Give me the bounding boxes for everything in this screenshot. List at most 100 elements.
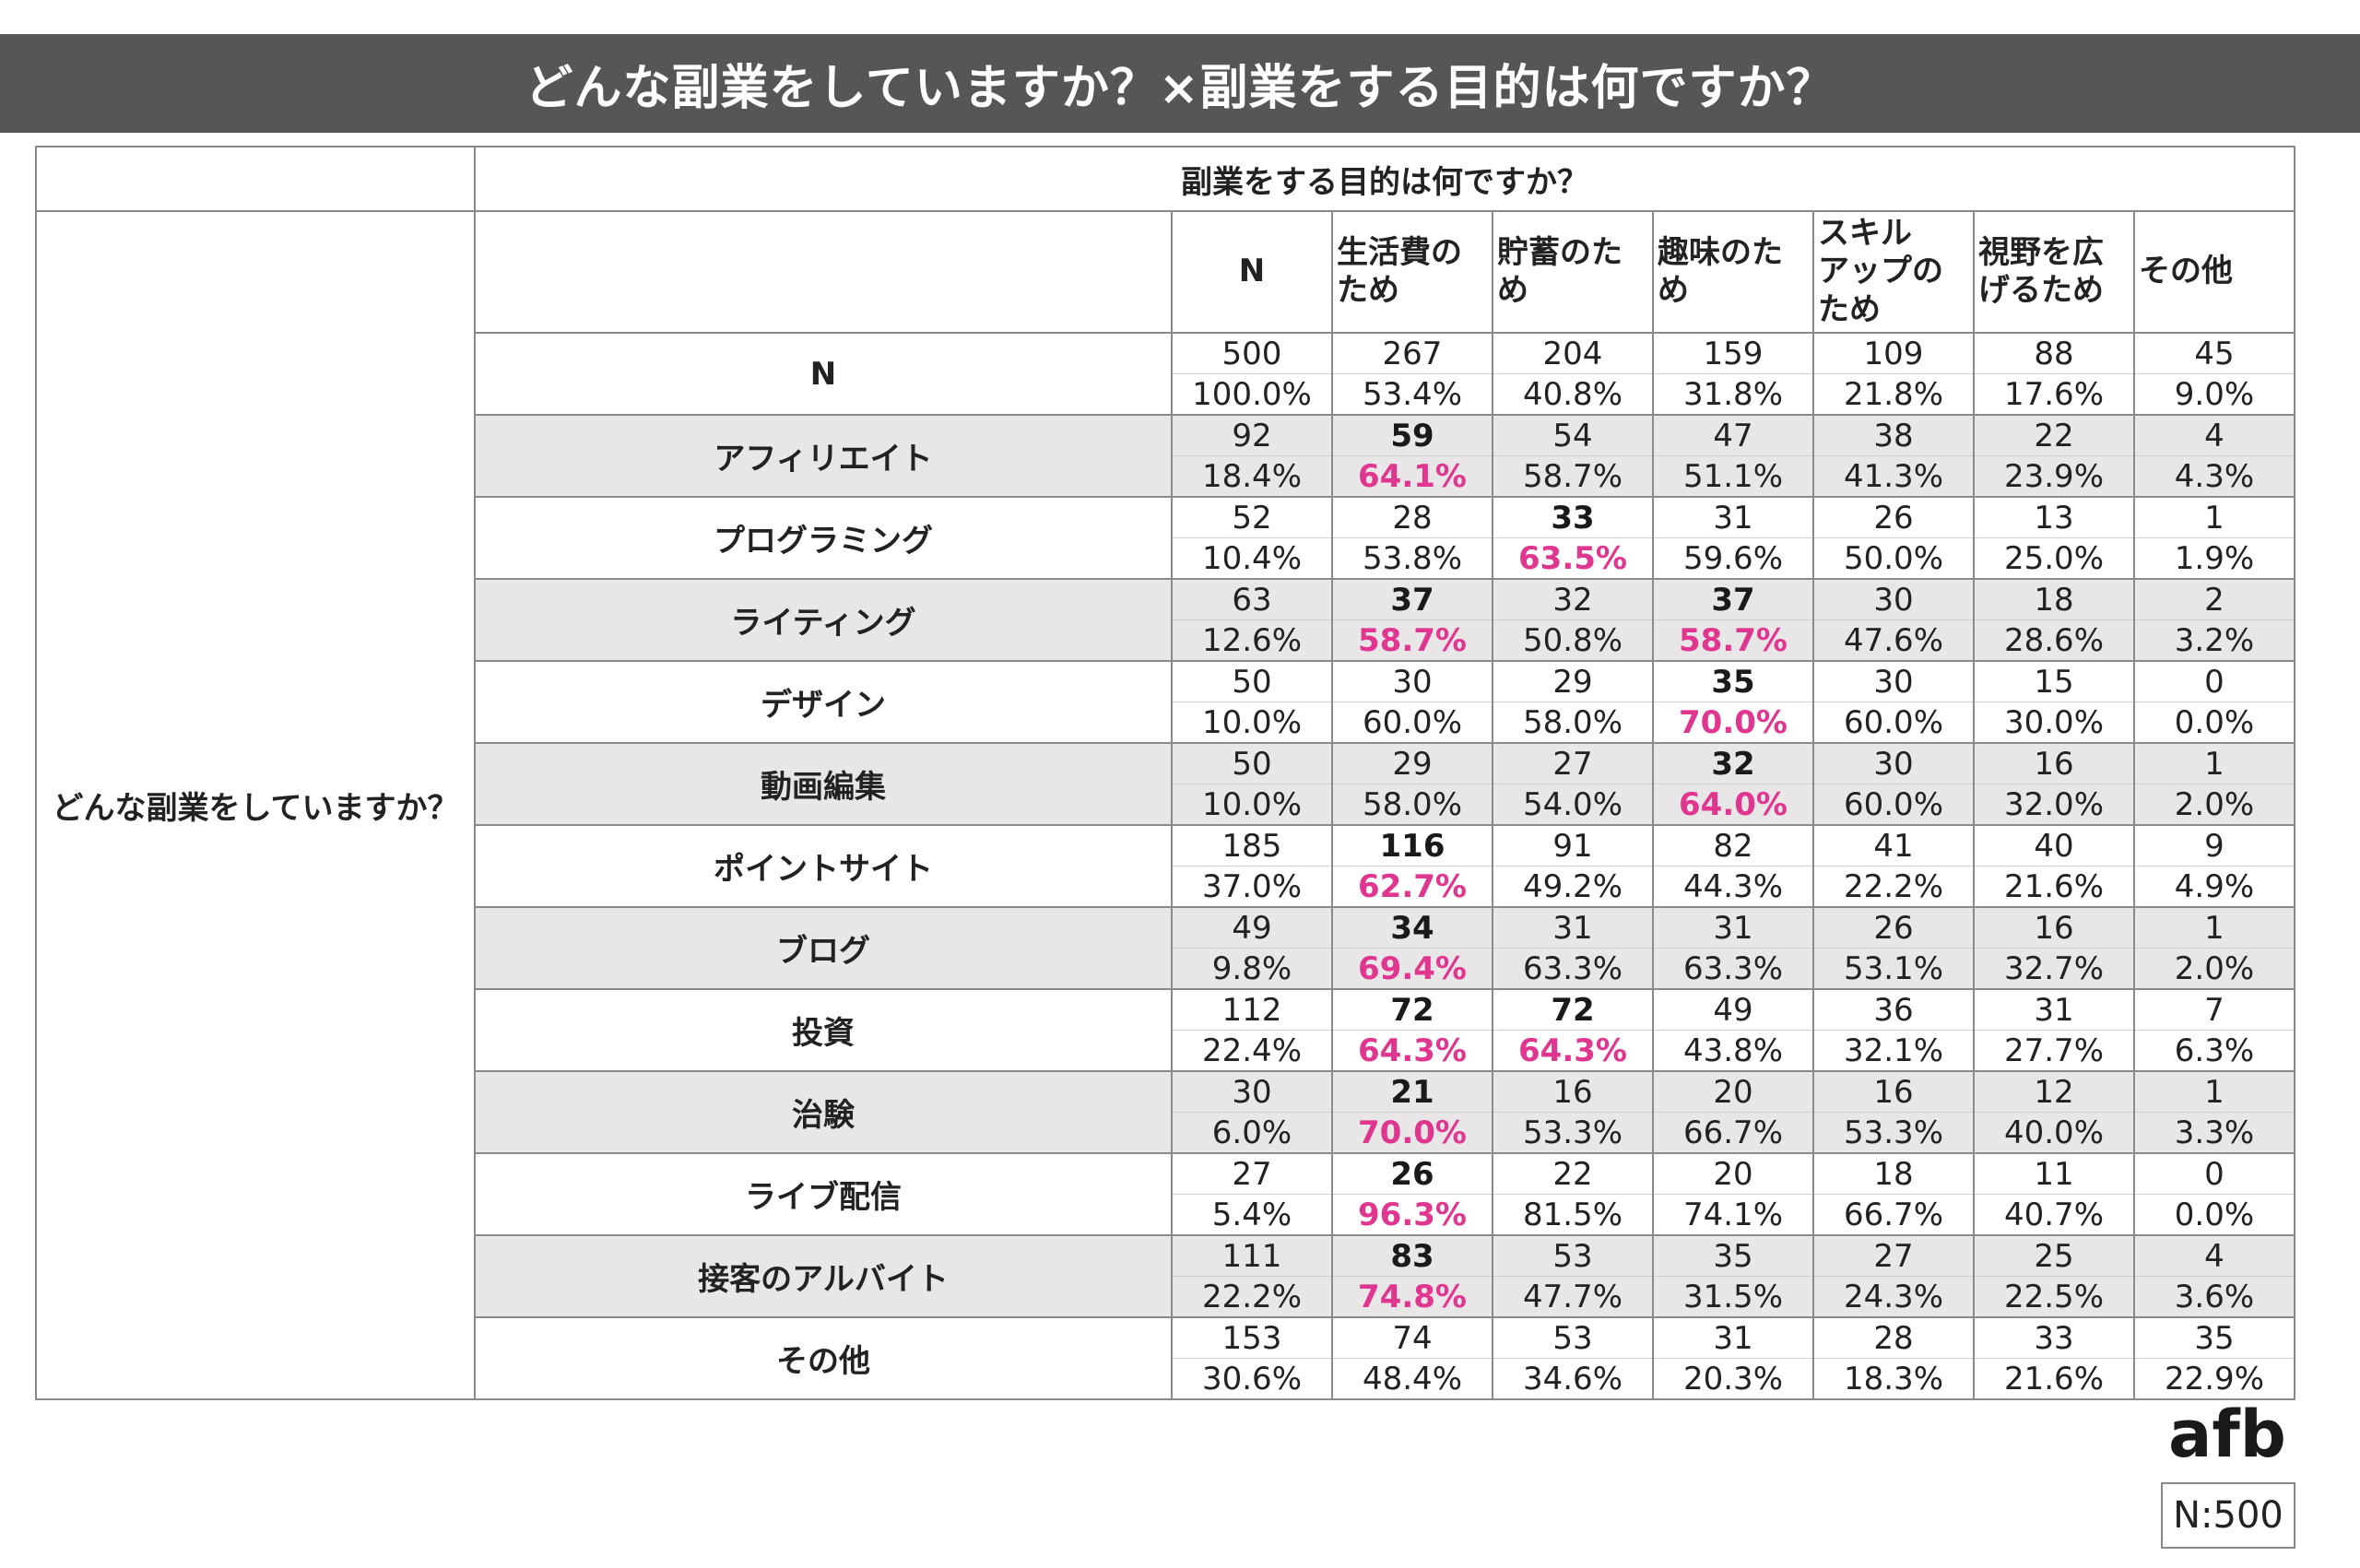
column-header-6: 視野を広 げるため: [1973, 210, 2135, 334]
count-cell: 38: [1812, 414, 1975, 456]
count-cell: 88: [1973, 332, 2135, 374]
percent-cell: 40.0%: [1973, 1112, 2135, 1154]
count-cell: 16: [1492, 1070, 1654, 1113]
percent-cell: 74.8%: [1331, 1276, 1493, 1318]
row-label: 接客のアルバイト: [474, 1234, 1173, 1318]
count-cell: 47: [1652, 414, 1814, 456]
percent-cell: 25.0%: [1973, 537, 2135, 580]
count-cell: 26: [1812, 906, 1975, 949]
count-cell: 31: [1973, 988, 2135, 1031]
count-cell: 11: [1973, 1152, 2135, 1195]
table-row-percent: 10.0% 60.0% 58.0% 70.0% 60.0% 30.0% 0.0%: [36, 701, 2295, 744]
percent-cell: 64.3%: [1492, 1030, 1654, 1072]
count-cell: 72: [1492, 988, 1654, 1031]
percent-cell: 0.0%: [2133, 701, 2295, 744]
table-row-percent: 10.4% 53.8% 63.5% 59.6% 50.0% 25.0% 1.9%: [36, 537, 2295, 580]
row-label: ポイントサイト: [474, 824, 1173, 908]
percent-cell: 60.0%: [1812, 701, 1975, 744]
table-row: その他 153 74 53 31 28 33 35: [36, 1316, 2295, 1400]
row-label: 治験: [474, 1070, 1173, 1154]
count-cell: 21: [1331, 1070, 1493, 1113]
percent-cell: 6.3%: [2133, 1030, 2295, 1072]
count-cell: 36: [1812, 988, 1975, 1031]
crosstab-table: 副業をする目的は何ですか？ どんな副業をしていますか？ N 生活費の ため 貯蓄のた…: [35, 146, 2295, 1400]
percent-cell: 12.6%: [1171, 619, 1333, 662]
percent-cell: 64.0%: [1652, 784, 1814, 826]
count-cell: 41: [1812, 824, 1975, 867]
row-label: その他: [474, 1316, 1173, 1400]
count-cell: 59: [1331, 414, 1493, 456]
count-cell: 22: [1973, 414, 2135, 456]
count-cell: 91: [1492, 824, 1654, 867]
percent-cell: 22.5%: [1973, 1276, 2135, 1318]
percent-cell: 53.3%: [1492, 1112, 1654, 1154]
percent-cell: 4.3%: [2133, 455, 2295, 498]
percent-cell: 58.7%: [1652, 619, 1814, 662]
row-label: デザイン: [474, 660, 1173, 744]
count-cell: 204: [1492, 332, 1654, 374]
count-cell: 20: [1652, 1152, 1814, 1195]
table-row: 投資 112 72 72 49 36 31 7: [36, 988, 2295, 1072]
count-cell: 28: [1812, 1316, 1975, 1359]
percent-cell: 63.3%: [1652, 948, 1814, 990]
percent-cell: 0.0%: [2133, 1194, 2295, 1236]
row-label: 動画編集: [474, 742, 1173, 826]
column-header-7: その他: [2133, 210, 2295, 334]
column-header-4: 趣味のた め: [1652, 210, 1814, 334]
percent-cell: 44.3%: [1652, 866, 1814, 908]
percent-cell: 64.3%: [1331, 1030, 1493, 1072]
percent-cell: 64.1%: [1331, 455, 1493, 498]
count-cell: 26: [1812, 496, 1975, 538]
count-cell: 31: [1492, 906, 1654, 949]
sample-size-badge: N:500: [2161, 1482, 2295, 1549]
count-cell: 0: [2133, 660, 2295, 702]
count-cell: 30: [1331, 660, 1493, 702]
count-cell: 35: [1652, 1234, 1814, 1277]
column-header-1: N: [1171, 210, 1333, 334]
count-cell: 0: [2133, 1152, 2295, 1195]
count-cell: 31: [1652, 906, 1814, 949]
percent-cell: 69.4%: [1331, 948, 1493, 990]
percent-cell: 22.9%: [2133, 1358, 2295, 1400]
count-cell: 18: [1973, 578, 2135, 620]
percent-cell: 9.0%: [2133, 373, 2295, 416]
table-row: ライブ配信 27 26 22 20 18 11 0: [36, 1152, 2295, 1236]
percent-cell: 1.9%: [2133, 537, 2295, 580]
table-row-percent: 5.4% 96.3% 81.5% 74.1% 66.7% 40.7% 0.0%: [36, 1194, 2295, 1236]
count-cell: 52: [1171, 496, 1333, 538]
count-cell: 83: [1331, 1234, 1493, 1277]
percent-cell: 53.4%: [1331, 373, 1493, 416]
table-row: ライティング 63 37 32 37 30 18 2: [36, 578, 2295, 662]
count-cell: 109: [1812, 332, 1975, 374]
percent-cell: 60.0%: [1331, 701, 1493, 744]
count-cell: 29: [1492, 660, 1654, 702]
percent-cell: 74.1%: [1652, 1194, 1814, 1236]
row-header-title: どんな副業をしていますか？: [35, 210, 476, 1400]
row-label: プログラミング: [474, 496, 1173, 580]
count-cell: 74: [1331, 1316, 1493, 1359]
percent-cell: 59.6%: [1652, 537, 1814, 580]
count-cell: 92: [1171, 414, 1333, 456]
count-cell: 50: [1171, 660, 1333, 702]
count-cell: 1: [2133, 1070, 2295, 1113]
table-row-percent: 30.6% 48.4% 34.6% 20.3% 18.3% 21.6% 22.9%: [36, 1358, 2295, 1400]
count-cell: 29: [1331, 742, 1493, 784]
count-cell: 49: [1171, 906, 1333, 949]
percent-cell: 51.1%: [1652, 455, 1814, 498]
percent-cell: 22.2%: [1812, 866, 1975, 908]
percent-cell: 9.8%: [1171, 948, 1333, 990]
percent-cell: 34.6%: [1492, 1358, 1654, 1400]
column-header-3: 貯蓄のた め: [1492, 210, 1654, 334]
column-header-5: スキル アップの ため: [1812, 210, 1975, 334]
percent-cell: 5.4%: [1171, 1194, 1333, 1236]
percent-cell: 40.7%: [1973, 1194, 2135, 1236]
table-row: デザイン 50 30 29 35 30 15 0: [36, 660, 2295, 744]
row-label: ライティング: [474, 578, 1173, 662]
percent-cell: 47.6%: [1812, 619, 1975, 662]
column-header-title: 副業をする目的は何ですか？: [474, 146, 2295, 212]
count-cell: 20: [1652, 1070, 1814, 1113]
corner-cell: [35, 146, 476, 212]
count-cell: 7: [2133, 988, 2295, 1031]
count-cell: 32: [1492, 578, 1654, 620]
percent-cell: 63.5%: [1492, 537, 1654, 580]
